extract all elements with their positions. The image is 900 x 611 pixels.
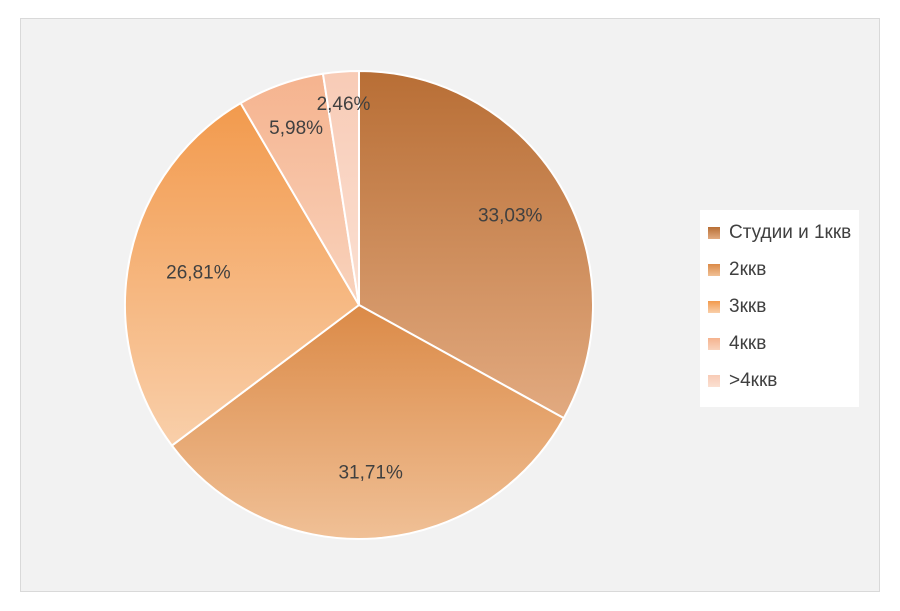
pie-slice: [124, 101, 361, 447]
legend-item: 2ккв: [708, 251, 851, 288]
pie-slices: [124, 69, 594, 540]
legend-swatch: [708, 337, 720, 350]
legend-swatch: [708, 263, 720, 276]
legend-label: >4ккв: [729, 369, 778, 391]
slice-data-label: 33,03%: [478, 205, 543, 226]
legend-item: Студии и 1ккв: [708, 214, 851, 251]
legend-item: >4ккв: [708, 362, 851, 399]
slice-data-label: 26,81%: [166, 262, 231, 283]
legend-label: 2ккв: [729, 258, 767, 280]
pie-slice: [358, 69, 594, 420]
legend: Студии и 1ккв 2ккв 3ккв 4ккв >4ккв: [700, 210, 860, 407]
legend-label: Студии и 1ккв: [729, 221, 852, 243]
legend-item: 4ккв: [708, 325, 851, 362]
slice-data-label: 31,71%: [338, 463, 403, 484]
legend-label: 4ккв: [729, 332, 767, 354]
legend-swatch: [708, 226, 720, 239]
legend-swatch: [708, 374, 720, 387]
pie-slice: [321, 69, 360, 306]
pie-slice: [170, 303, 566, 540]
legend-item: 3ккв: [708, 288, 851, 325]
slice-data-label: 2,46%: [317, 94, 371, 115]
slice-data-label: 5,98%: [269, 118, 323, 139]
legend-label: 3ккв: [729, 295, 767, 317]
pie-data-labels: 33,03% 31,71% 26,81% 5,98% 2,46%: [166, 94, 542, 484]
legend-swatch: [708, 300, 720, 313]
